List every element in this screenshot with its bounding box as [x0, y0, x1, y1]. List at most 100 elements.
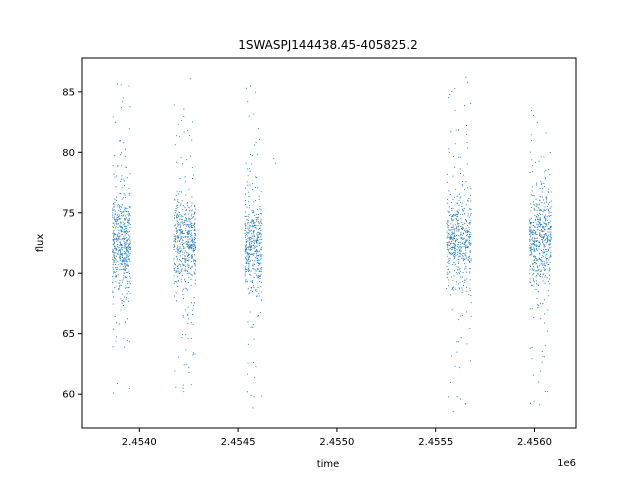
data-point	[187, 230, 189, 232]
data-point	[192, 225, 194, 227]
data-point	[455, 217, 457, 219]
data-point	[176, 230, 178, 233]
data-point	[467, 81, 469, 83]
data-point	[532, 234, 534, 236]
data-point	[193, 271, 195, 273]
data-point	[536, 297, 538, 300]
data-point	[254, 251, 256, 253]
data-point	[244, 256, 247, 258]
data-point	[113, 173, 115, 175]
data-point	[539, 230, 541, 232]
data-point	[260, 233, 262, 235]
data-point	[248, 204, 250, 206]
data-point	[538, 212, 540, 215]
data-point	[125, 226, 127, 228]
data-point	[248, 243, 251, 245]
data-point	[448, 241, 450, 243]
data-point	[188, 253, 190, 255]
data-point	[177, 206, 179, 208]
data-point	[465, 252, 467, 254]
data-point	[250, 243, 252, 245]
data-point	[250, 229, 252, 231]
data-point	[248, 246, 250, 248]
data-point	[127, 271, 129, 273]
data-point	[112, 165, 114, 167]
data-point	[446, 241, 448, 243]
data-point	[120, 253, 122, 255]
data-point	[121, 204, 123, 206]
data-point	[247, 373, 249, 375]
data-point	[112, 268, 114, 271]
data-point	[121, 299, 123, 302]
data-point	[536, 240, 539, 242]
data-point	[252, 232, 254, 234]
data-point	[250, 239, 252, 241]
data-point	[464, 268, 466, 270]
data-point	[454, 244, 456, 246]
data-point	[468, 227, 470, 229]
data-point	[459, 270, 461, 272]
data-point	[461, 291, 463, 294]
data-point	[257, 234, 259, 236]
data-point	[259, 231, 261, 234]
data-point	[178, 249, 180, 251]
data-point	[248, 115, 250, 117]
data-point	[246, 260, 248, 262]
data-point	[469, 239, 471, 242]
data-point	[176, 232, 178, 234]
data-point	[126, 208, 128, 210]
data-point	[112, 226, 114, 228]
data-point	[115, 249, 117, 251]
data-point	[543, 322, 546, 324]
data-point	[454, 241, 457, 243]
data-point	[549, 268, 551, 271]
data-point	[452, 233, 454, 235]
data-point	[452, 263, 454, 266]
data-point	[259, 312, 261, 314]
data-point	[259, 206, 261, 208]
data-point	[543, 264, 545, 266]
data-point	[470, 258, 472, 260]
data-point	[119, 210, 121, 212]
data-point	[246, 206, 248, 208]
data-point	[128, 214, 130, 216]
data-point	[255, 176, 257, 178]
data-point	[470, 102, 472, 104]
data-point	[179, 243, 181, 245]
data-point	[458, 247, 460, 249]
data-point	[113, 238, 115, 241]
data-point	[540, 236, 542, 238]
data-point	[124, 258, 126, 260]
data-point	[550, 228, 552, 230]
data-point	[120, 107, 123, 109]
data-point	[173, 263, 175, 265]
data-point	[467, 187, 469, 189]
data-point	[529, 233, 531, 235]
data-point	[191, 226, 193, 229]
data-point	[458, 226, 460, 228]
data-point	[250, 249, 252, 251]
data-point	[452, 224, 454, 226]
data-point	[546, 219, 548, 221]
data-point	[532, 186, 534, 188]
data-point	[252, 265, 254, 267]
data-point	[128, 222, 130, 224]
data-point	[454, 166, 456, 168]
data-point	[536, 266, 538, 268]
data-point	[245, 270, 247, 272]
data-point	[250, 221, 252, 224]
data-point	[465, 204, 467, 206]
data-point	[549, 243, 551, 245]
data-point	[260, 270, 262, 273]
data-point	[259, 212, 261, 214]
x-axis: 2.4540 2.4545 2.4550 2.4555 2.4560	[122, 428, 552, 448]
data-point	[260, 241, 262, 243]
data-point	[544, 233, 547, 235]
data-point	[174, 144, 176, 146]
data-point	[531, 190, 533, 192]
data-point	[179, 204, 181, 206]
data-point	[532, 255, 535, 258]
data-point	[450, 355, 452, 357]
data-point	[125, 243, 127, 245]
data-point	[192, 313, 194, 316]
